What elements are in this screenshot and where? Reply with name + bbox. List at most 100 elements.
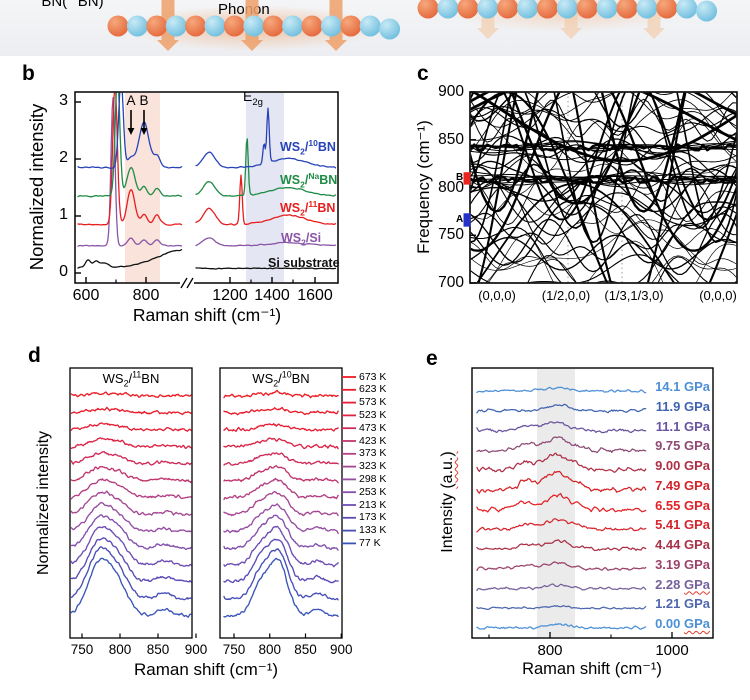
pressure-value: 11.1 xyxy=(655,418,684,434)
pressure-value: 3.19 xyxy=(655,556,684,572)
b-xtick-label: 1200 xyxy=(212,287,248,304)
text-segment: BN xyxy=(317,201,336,215)
pressure-value: 5.41 xyxy=(655,517,684,533)
e-pressure-label: 14.1 GPa xyxy=(640,379,710,394)
text-segment: 2g xyxy=(252,96,263,108)
b-y-axis-title: Normalized intensity xyxy=(26,103,47,271)
panel-letter-b: b xyxy=(22,62,35,85)
text-segment: /Si xyxy=(305,231,322,245)
b-ytick-label: 1 xyxy=(59,206,68,223)
d-xtick-label: 900 xyxy=(329,642,353,657)
d-legend-entry: 573 K xyxy=(359,396,387,409)
panel-d-legend xyxy=(342,376,356,545)
pressure-value: 9.75 xyxy=(655,438,684,454)
e-y-axis-title-au: (a.u.) xyxy=(439,451,456,489)
e-x-axis-title: Raman shift (cm⁻¹) xyxy=(522,660,662,678)
text-segment: WS xyxy=(281,231,302,245)
e2g-annotation: E2g xyxy=(243,88,263,107)
pressure-value: 2.28 xyxy=(655,576,684,592)
pressure-value: 4.44 xyxy=(655,537,684,552)
panel-letter-c: c xyxy=(417,62,429,85)
text-segment: BN xyxy=(319,173,338,187)
schematic-strip: 10BN(11BN) Phonon xyxy=(0,0,750,56)
e-y-axis-title: Intensity (a.u.) xyxy=(439,451,457,552)
e-y-axis-title-text: Intensity xyxy=(439,488,456,553)
pressure-unit: GPa xyxy=(683,477,710,493)
d-legend-entry: 473 K xyxy=(359,421,387,434)
text-segment: / xyxy=(278,371,282,386)
b-xtick-label: 600 xyxy=(72,287,100,304)
c-ytick-label: 700 xyxy=(438,274,464,291)
text-segment: 11 xyxy=(132,369,142,380)
pressure-unit: GPa xyxy=(683,438,710,454)
pressure-value: 0.00 xyxy=(655,616,684,631)
d-legend-entry: 253 K xyxy=(359,485,387,498)
d-box-title-0: WS2/11BN xyxy=(103,369,160,388)
text-segment: WS xyxy=(252,371,274,386)
c-ytick-label: 750 xyxy=(438,226,464,244)
c-xtick-label: (0,0,0) xyxy=(699,288,737,303)
text-segment: WS xyxy=(280,173,301,187)
panel-d-plot-0 xyxy=(69,367,197,639)
pressure-value: 6.55 xyxy=(655,497,684,513)
pressure-value: 14.1 xyxy=(655,379,684,394)
pressure-value: 9.00 xyxy=(655,458,684,473)
b-xtick-label: 800 xyxy=(132,287,160,304)
pressure-unit: GPa xyxy=(683,616,710,631)
b-series-label: WS2/NaBN xyxy=(280,170,338,189)
e-pressure-label: 6.55 GPa xyxy=(640,498,710,513)
d-legend-entry: 173 K xyxy=(359,511,387,524)
text-segment: BN) xyxy=(77,0,104,10)
pressure-unit: GPa xyxy=(683,517,710,533)
d-legend-entry: 298 K xyxy=(359,472,387,485)
e-pressure-label: 7.49 GPa xyxy=(640,478,710,493)
pressure-value: 7.49 xyxy=(655,477,684,493)
e-xtick-label: 800 xyxy=(537,642,563,659)
d-legend-entry: 373 K xyxy=(359,447,387,460)
text-segment: 10 xyxy=(308,137,318,148)
atom-chains xyxy=(107,0,718,40)
b-xtick-label: 1400 xyxy=(254,287,290,304)
c-ytick-label: 800 xyxy=(438,178,464,196)
text-segment: 2 xyxy=(273,378,279,389)
e-pressure-label: 0.00 GPa xyxy=(640,616,710,631)
e-pressure-label: 4.44 GPa xyxy=(640,537,710,552)
d-legend-entry: 323 K xyxy=(359,460,387,473)
text-segment: 11 xyxy=(308,198,318,209)
b-series-label: WS2/Si xyxy=(281,231,322,248)
isotope-label: 10BN(11BN) xyxy=(30,0,104,10)
e-pressure-label: 5.41 GPa xyxy=(640,517,710,532)
text-segment: 2 xyxy=(301,237,306,248)
d-legend-entry: 623 K xyxy=(359,383,387,396)
text-segment: 2 xyxy=(300,207,305,218)
b-ytick-label: 2 xyxy=(59,149,68,166)
e-xtick-label: 1000 xyxy=(655,642,689,659)
panel-c-plot xyxy=(463,91,738,284)
text-segment: / xyxy=(304,173,309,187)
e-pressure-label: 2.28 GPa xyxy=(640,577,710,592)
pressure-unit: GPa xyxy=(683,418,710,434)
text-segment: Na xyxy=(308,170,320,181)
text-segment: / xyxy=(304,140,309,154)
text-segment: / xyxy=(304,201,309,215)
c-xtick-label: (1/3,1/3,0) xyxy=(604,288,664,303)
b-peak-annotation-B: B xyxy=(139,93,149,108)
c-xtick-label: (1/2,0,0) xyxy=(541,288,591,303)
pressure-unit: GPa xyxy=(683,379,710,394)
text-segment: BN xyxy=(141,371,160,386)
d-xtick-label: 750 xyxy=(222,642,246,657)
text-segment: BN xyxy=(317,140,336,154)
d-legend-entry: 213 K xyxy=(359,498,387,511)
pressure-unit: GPa xyxy=(683,556,710,572)
b-ytick-label: 0 xyxy=(59,263,68,280)
pressure-unit: GPa xyxy=(683,537,710,552)
panel-letter-d: d xyxy=(28,344,41,367)
d-x-axis-title: Raman shift (cm⁻¹) xyxy=(133,660,279,679)
c-xtick-label: (0,0,0) xyxy=(478,288,516,303)
e-pressure-label: 3.19 GPa xyxy=(640,557,710,572)
b-series-label: Si substrate xyxy=(268,256,340,270)
d-legend-entry: 133 K xyxy=(359,524,387,537)
b-series-label: WS2/11BN xyxy=(280,198,336,218)
d-xtick-label: 800 xyxy=(258,642,282,657)
